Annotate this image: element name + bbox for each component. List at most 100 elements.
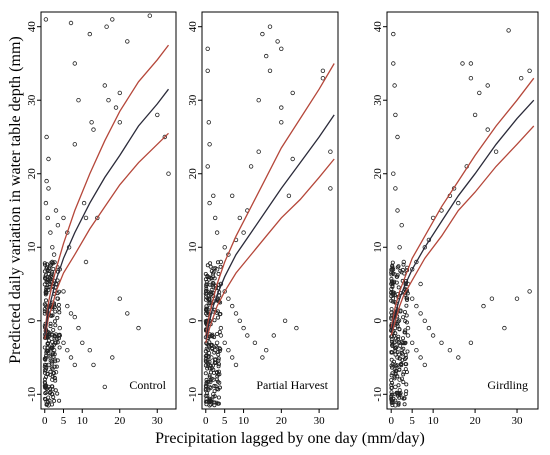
data-point — [205, 46, 210, 51]
data-point — [45, 341, 50, 346]
panel-3: -10 0 10 20 30 40 0 5 10 20 30 Girdling — [372, 11, 539, 427]
data-point — [68, 355, 74, 360]
data-point — [218, 347, 223, 352]
data-point — [204, 304, 209, 309]
data-point — [102, 384, 107, 390]
data-point — [391, 291, 396, 296]
data-point — [214, 340, 220, 345]
y-tick-label: 10 — [372, 241, 384, 253]
data-point — [514, 296, 520, 301]
x-tick-label: 20 — [114, 415, 126, 427]
data-point — [218, 311, 223, 316]
data-point — [42, 364, 47, 369]
data-point — [42, 307, 47, 312]
data-point — [207, 384, 212, 390]
data-point — [72, 314, 77, 320]
data-point — [393, 336, 398, 341]
data-point — [211, 392, 216, 397]
data-point — [51, 327, 56, 332]
data-point — [117, 120, 122, 125]
data-point — [44, 178, 49, 184]
data-point — [418, 355, 423, 360]
data-point — [209, 346, 214, 351]
data-point — [212, 318, 217, 323]
data-point — [57, 306, 62, 311]
data-point — [401, 396, 406, 401]
data-point — [50, 259, 55, 265]
data-point — [460, 61, 465, 66]
data-point — [403, 328, 408, 333]
data-point — [389, 279, 394, 284]
data-point — [392, 340, 397, 345]
data-point — [218, 333, 224, 338]
data-point — [83, 215, 89, 221]
data-point — [472, 112, 478, 118]
y-tick-label: -10 — [26, 386, 38, 401]
data-point — [208, 282, 213, 287]
data-point — [403, 340, 408, 345]
x-axis-title: Precipitation lagged by one day (mm/day) — [155, 430, 425, 447]
data-point — [211, 394, 216, 399]
data-point — [43, 377, 48, 382]
data-point — [106, 97, 111, 103]
data-point — [328, 149, 333, 154]
y-tick-label: 10 — [187, 241, 199, 253]
data-point — [237, 215, 242, 221]
data-point — [395, 208, 400, 213]
data-point — [389, 363, 394, 368]
y-tick-label: 0 — [187, 318, 199, 324]
data-point — [208, 264, 213, 269]
data-point — [320, 75, 326, 81]
data-point — [391, 267, 396, 272]
data-point — [290, 156, 295, 162]
data-point — [44, 134, 49, 140]
x-tick-label: 30 — [314, 415, 326, 427]
data-point — [50, 332, 55, 337]
data-point — [389, 343, 394, 348]
data-point — [222, 340, 227, 345]
data-point — [207, 296, 212, 301]
data-point — [48, 230, 53, 235]
data-point — [222, 245, 227, 250]
data-point — [222, 289, 227, 294]
data-point — [217, 293, 222, 298]
data-point — [50, 344, 55, 349]
data-point — [48, 391, 53, 396]
data-point — [396, 285, 401, 290]
data-point — [485, 83, 490, 88]
data-point — [229, 355, 235, 360]
data-point — [229, 303, 235, 309]
data-point — [328, 186, 333, 191]
x-tick-label: 0 — [203, 415, 209, 427]
data-point — [45, 279, 50, 284]
data-point — [392, 376, 397, 381]
data-point — [393, 352, 398, 357]
data-point — [46, 362, 51, 368]
y-tick-label: 0 — [372, 318, 384, 324]
data-point — [215, 374, 220, 379]
data-point — [208, 261, 213, 266]
data-point — [397, 377, 402, 382]
data-point — [401, 262, 406, 267]
data-point — [477, 90, 482, 96]
x-tick-label: 10 — [77, 415, 89, 427]
data-point — [402, 309, 407, 314]
data-point — [527, 289, 532, 294]
ci-lower-line — [205, 158, 335, 343]
data-point — [245, 333, 250, 338]
data-point — [205, 68, 210, 73]
data-point — [404, 297, 409, 302]
data-point — [493, 149, 499, 154]
data-point — [207, 373, 212, 378]
x-tick-label: 5 — [222, 415, 228, 427]
data-point — [207, 362, 212, 368]
data-point — [389, 365, 394, 370]
data-point — [233, 362, 239, 368]
data-point — [46, 156, 51, 162]
y-tick-label: 20 — [372, 168, 384, 180]
data-point — [50, 245, 55, 250]
data-point — [51, 266, 56, 271]
y-tick-label: 30 — [372, 94, 384, 106]
data-point — [211, 377, 216, 382]
data-point — [398, 343, 403, 348]
